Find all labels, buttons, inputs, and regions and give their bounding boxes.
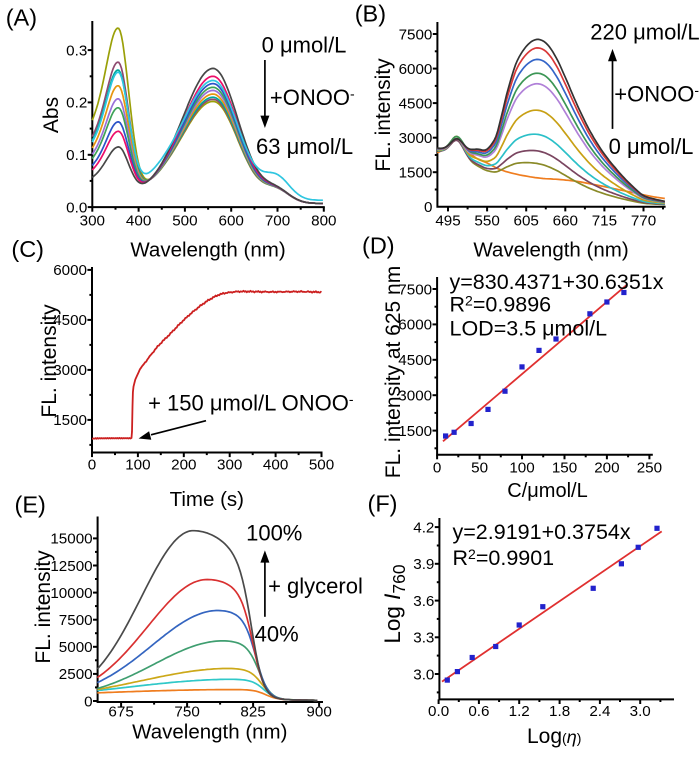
svg-text:700: 700 — [265, 213, 290, 230]
svg-text:0.0: 0.0 — [428, 703, 449, 720]
svg-text:7500: 7500 — [59, 612, 93, 629]
svg-text:0.0: 0.0 — [66, 199, 87, 216]
svg-text:5000: 5000 — [59, 639, 93, 656]
svg-text:Wavelength (nm): Wavelength (nm) — [473, 239, 628, 262]
svg-text:15000: 15000 — [50, 531, 92, 548]
svg-text:500: 500 — [172, 213, 197, 230]
svg-text:800: 800 — [311, 213, 336, 230]
svg-text:100%: 100% — [246, 521, 302, 546]
svg-text:Wavelength (nm): Wavelength (nm) — [132, 721, 287, 744]
svg-text:0 μmol/L: 0 μmol/L — [609, 134, 694, 159]
svg-text:400: 400 — [263, 457, 288, 474]
svg-text:300: 300 — [217, 457, 242, 474]
svg-text:4500: 4500 — [53, 312, 87, 329]
svg-text:0: 0 — [424, 199, 432, 216]
svg-text:FL. intensity: FL. intensity — [372, 58, 395, 172]
svg-text:R2=0.9896: R2=0.9896 — [450, 293, 552, 317]
svg-text:100: 100 — [509, 459, 534, 476]
svg-text:0.3: 0.3 — [66, 42, 87, 59]
svg-text:+ONOO-: +ONOO- — [270, 85, 355, 110]
svg-text:Wavelength (nm): Wavelength (nm) — [130, 239, 285, 262]
svg-text:+ONOO-: +ONOO- — [614, 81, 699, 106]
svg-text:63 μmol/L: 63 μmol/L — [256, 134, 353, 159]
svg-text:1.8: 1.8 — [549, 703, 570, 720]
svg-text:Time (s): Time (s) — [170, 488, 244, 511]
svg-text:(A): (A) — [6, 5, 37, 31]
svg-text:(C): (C) — [11, 236, 44, 262]
svg-text:+ 150 μmol/L ONOO-: + 150 μmol/L ONOO- — [148, 391, 354, 416]
svg-text:10000: 10000 — [50, 585, 92, 602]
svg-text:2500: 2500 — [59, 666, 93, 683]
svg-text:250: 250 — [637, 459, 662, 476]
svg-text:FL. intensity at 625 nm: FL. intensity at 625 nm — [382, 266, 405, 478]
svg-text:3000: 3000 — [53, 362, 87, 379]
svg-text:0.6: 0.6 — [468, 703, 489, 720]
svg-text:(F): (F) — [368, 491, 398, 517]
svg-text:0: 0 — [433, 459, 441, 476]
svg-text:770: 770 — [631, 213, 656, 230]
svg-text:3.0: 3.0 — [630, 703, 651, 720]
svg-text:R2=0.9901: R2=0.9901 — [453, 546, 555, 570]
svg-text:4.2: 4.2 — [413, 519, 434, 536]
svg-text:40%: 40% — [255, 621, 299, 646]
svg-text:0 μmol/L: 0 μmol/L — [262, 33, 347, 58]
svg-text:y=2.9191+0.3754x: y=2.9191+0.3754x — [453, 520, 631, 544]
svg-text:1500: 1500 — [398, 423, 432, 440]
svg-text:605: 605 — [514, 213, 539, 230]
svg-text:3000: 3000 — [398, 388, 432, 405]
svg-text:100: 100 — [125, 457, 150, 474]
svg-text:0.1: 0.1 — [66, 147, 87, 164]
svg-text:2.4: 2.4 — [589, 703, 610, 720]
svg-text:LOD=3.5 μmol/L: LOD=3.5 μmol/L — [450, 317, 608, 341]
svg-text:Abs: Abs — [40, 97, 63, 133]
svg-text:4500: 4500 — [398, 352, 432, 369]
svg-text:(D): (D) — [362, 233, 395, 259]
svg-text:200: 200 — [171, 457, 196, 474]
svg-text:900: 900 — [306, 704, 331, 721]
svg-text:500: 500 — [309, 457, 334, 474]
svg-text:(E): (E) — [15, 492, 46, 518]
svg-text:3.3: 3.3 — [413, 630, 434, 647]
svg-text:6000: 6000 — [53, 262, 87, 279]
svg-text:825: 825 — [240, 704, 265, 721]
svg-text:400: 400 — [126, 213, 151, 230]
svg-text:FL. intensity: FL. intensity — [32, 550, 55, 664]
svg-text:+ glycerol: + glycerol — [268, 573, 363, 598]
svg-text:220 μmol/L: 220 μmol/L — [590, 20, 699, 45]
svg-text:(B): (B) — [355, 1, 386, 27]
svg-text:FL. intensity: FL. intensity — [38, 304, 61, 418]
svg-text:Log(η): Log(η) — [527, 725, 581, 748]
svg-text:y=830.4371+30.6351x: y=830.4371+30.6351x — [450, 270, 664, 294]
svg-text:0.2: 0.2 — [66, 95, 87, 112]
svg-text:3.0: 3.0 — [413, 666, 434, 683]
svg-text:660: 660 — [553, 213, 578, 230]
svg-text:550: 550 — [474, 213, 499, 230]
svg-text:12500: 12500 — [50, 558, 92, 575]
svg-text:3000: 3000 — [399, 130, 433, 147]
svg-text:1.2: 1.2 — [509, 703, 530, 720]
svg-text:750: 750 — [174, 704, 199, 721]
svg-text:3.6: 3.6 — [413, 593, 434, 610]
svg-text:1500: 1500 — [399, 165, 433, 182]
svg-text:495: 495 — [435, 213, 460, 230]
svg-text:3.9: 3.9 — [413, 556, 434, 573]
svg-text:715: 715 — [592, 213, 617, 230]
svg-text:150: 150 — [552, 459, 577, 476]
svg-text:50: 50 — [471, 459, 488, 476]
svg-text:7500: 7500 — [398, 281, 432, 298]
svg-text:600: 600 — [219, 213, 244, 230]
svg-text:Log I760: Log I760 — [380, 564, 409, 644]
svg-text:4500: 4500 — [399, 95, 433, 112]
svg-text:6000: 6000 — [398, 317, 432, 334]
svg-text:300: 300 — [80, 213, 105, 230]
svg-text:0: 0 — [88, 457, 96, 474]
svg-text:7500: 7500 — [399, 26, 433, 43]
svg-text:6000: 6000 — [399, 61, 433, 78]
svg-text:1500: 1500 — [53, 412, 87, 429]
svg-text:200: 200 — [594, 459, 619, 476]
svg-text:0: 0 — [84, 693, 92, 710]
svg-text:C/μmol/L: C/μmol/L — [507, 480, 587, 502]
svg-text:675: 675 — [108, 704, 133, 721]
